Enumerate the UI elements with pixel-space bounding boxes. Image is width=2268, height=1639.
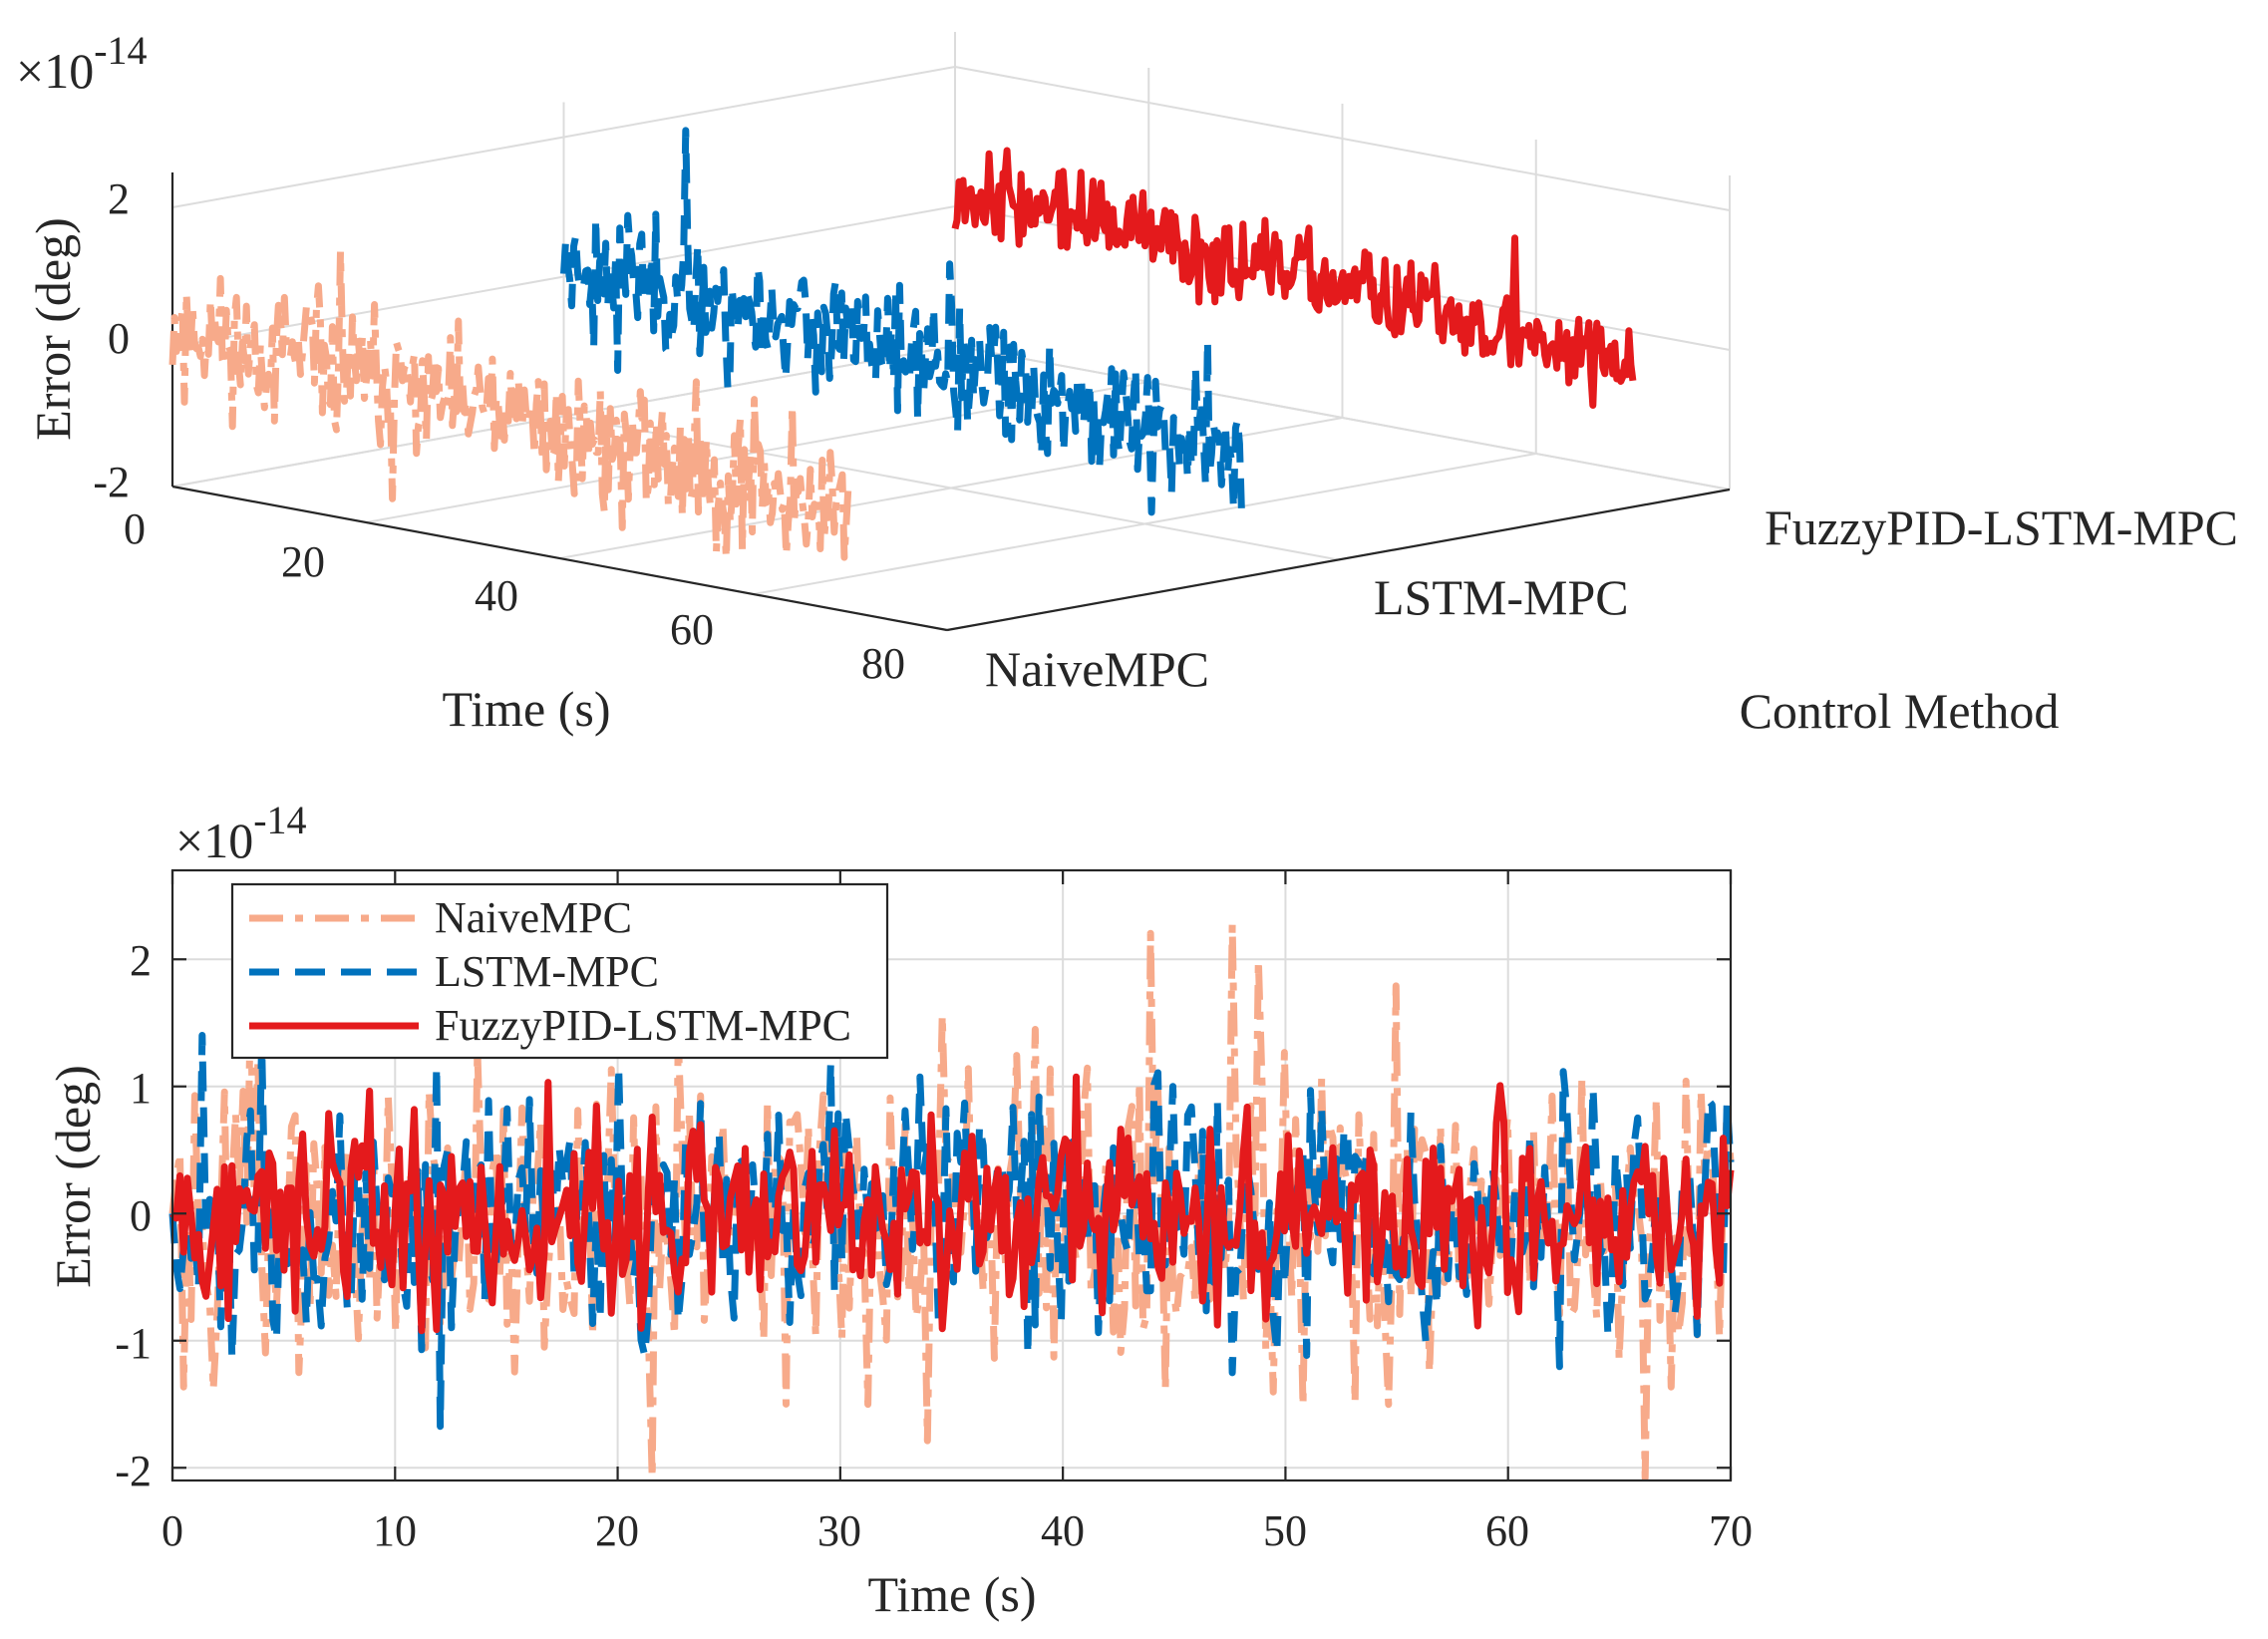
- category-label: FuzzyPID-LSTM-MPC: [1765, 499, 2238, 555]
- series-3d-fuzzypid-lstm-mpc: [951, 147, 1637, 409]
- legend: NaiveMPC LSTM-MPC FuzzyPID-LSTM-MPC: [230, 882, 889, 1060]
- z-axis-label: Error (deg): [25, 217, 81, 441]
- plot-3d: 2 0 -2 ×10-14 Error (deg) 0 20 40 60 80 …: [16, 28, 2238, 739]
- category-axis-line: [946, 488, 1731, 632]
- grid-line: [954, 345, 1731, 491]
- legend-entry: FuzzyPID-LSTM-MPC: [435, 1001, 851, 1050]
- y-tick-label: -2: [115, 1447, 152, 1495]
- x-axis-line: [171, 485, 948, 632]
- plot-3d-series: [168, 127, 1637, 562]
- y-tick-label: 1: [130, 1064, 152, 1113]
- category-label: LSTM-MPC: [1374, 569, 1629, 625]
- plot-3d-grid: [170, 32, 1731, 632]
- x-tick-label: 10: [373, 1506, 417, 1555]
- exponent-power: -14: [253, 798, 306, 842]
- x-axis-label: Time (s): [867, 1566, 1036, 1622]
- z-exponent-label: ×10-14: [16, 28, 148, 99]
- x-tick-label: 70: [1709, 1506, 1753, 1555]
- x-tick-label: 50: [1263, 1506, 1307, 1555]
- y-tick-label: 2: [130, 936, 152, 985]
- plot-2d: 2 1 0 -1 -2 ×10-14 Error (deg) 0 10 20 3…: [45, 798, 1753, 1622]
- y-axis-label: Error (deg): [45, 1065, 101, 1288]
- exponent-power: -14: [94, 28, 147, 73]
- plot-2d-frame: [170, 868, 1733, 1482]
- legend-entry: NaiveMPC: [435, 893, 632, 942]
- y-exponent-label: ×10-14: [175, 798, 307, 868]
- x-tick-label: 60: [1485, 1506, 1529, 1555]
- x-tick-label: 30: [817, 1506, 861, 1555]
- grid-line: [563, 415, 1339, 561]
- series-2d-fuzzypid-lstm-mpc: [169, 1073, 1735, 1335]
- x-tick-label: 40: [1041, 1506, 1085, 1555]
- x-tick-label: 80: [861, 639, 905, 688]
- x-tick-label: 20: [595, 1506, 639, 1555]
- y-tick-label: 0: [130, 1191, 152, 1240]
- plot-2d-tick-marks: [170, 870, 1733, 1480]
- x-tick-label: 20: [281, 537, 325, 586]
- x-axis-label: Time (s): [442, 681, 610, 737]
- z-tick-label: 2: [108, 174, 130, 223]
- exponent-base: ×10: [16, 43, 94, 99]
- y-axis-label: Control Method: [1740, 683, 2060, 739]
- x-tick-label: 0: [124, 504, 146, 553]
- x-tick-label: 40: [475, 571, 518, 620]
- plot-2d-series: [168, 921, 1735, 1481]
- exponent-base: ×10: [175, 813, 253, 868]
- x-tick-label: 0: [162, 1506, 183, 1555]
- legend-entry: LSTM-MPC: [435, 947, 659, 996]
- x-tick-label: 60: [670, 605, 714, 654]
- z-tick-label: 0: [108, 314, 130, 363]
- series-3d-naivempc: [168, 247, 853, 562]
- z-tick-label: -2: [93, 458, 130, 506]
- y-tick-label: -1: [115, 1319, 152, 1368]
- category-label: NaiveMPC: [985, 641, 1209, 697]
- series-3d-lstm-mpc: [560, 127, 1245, 516]
